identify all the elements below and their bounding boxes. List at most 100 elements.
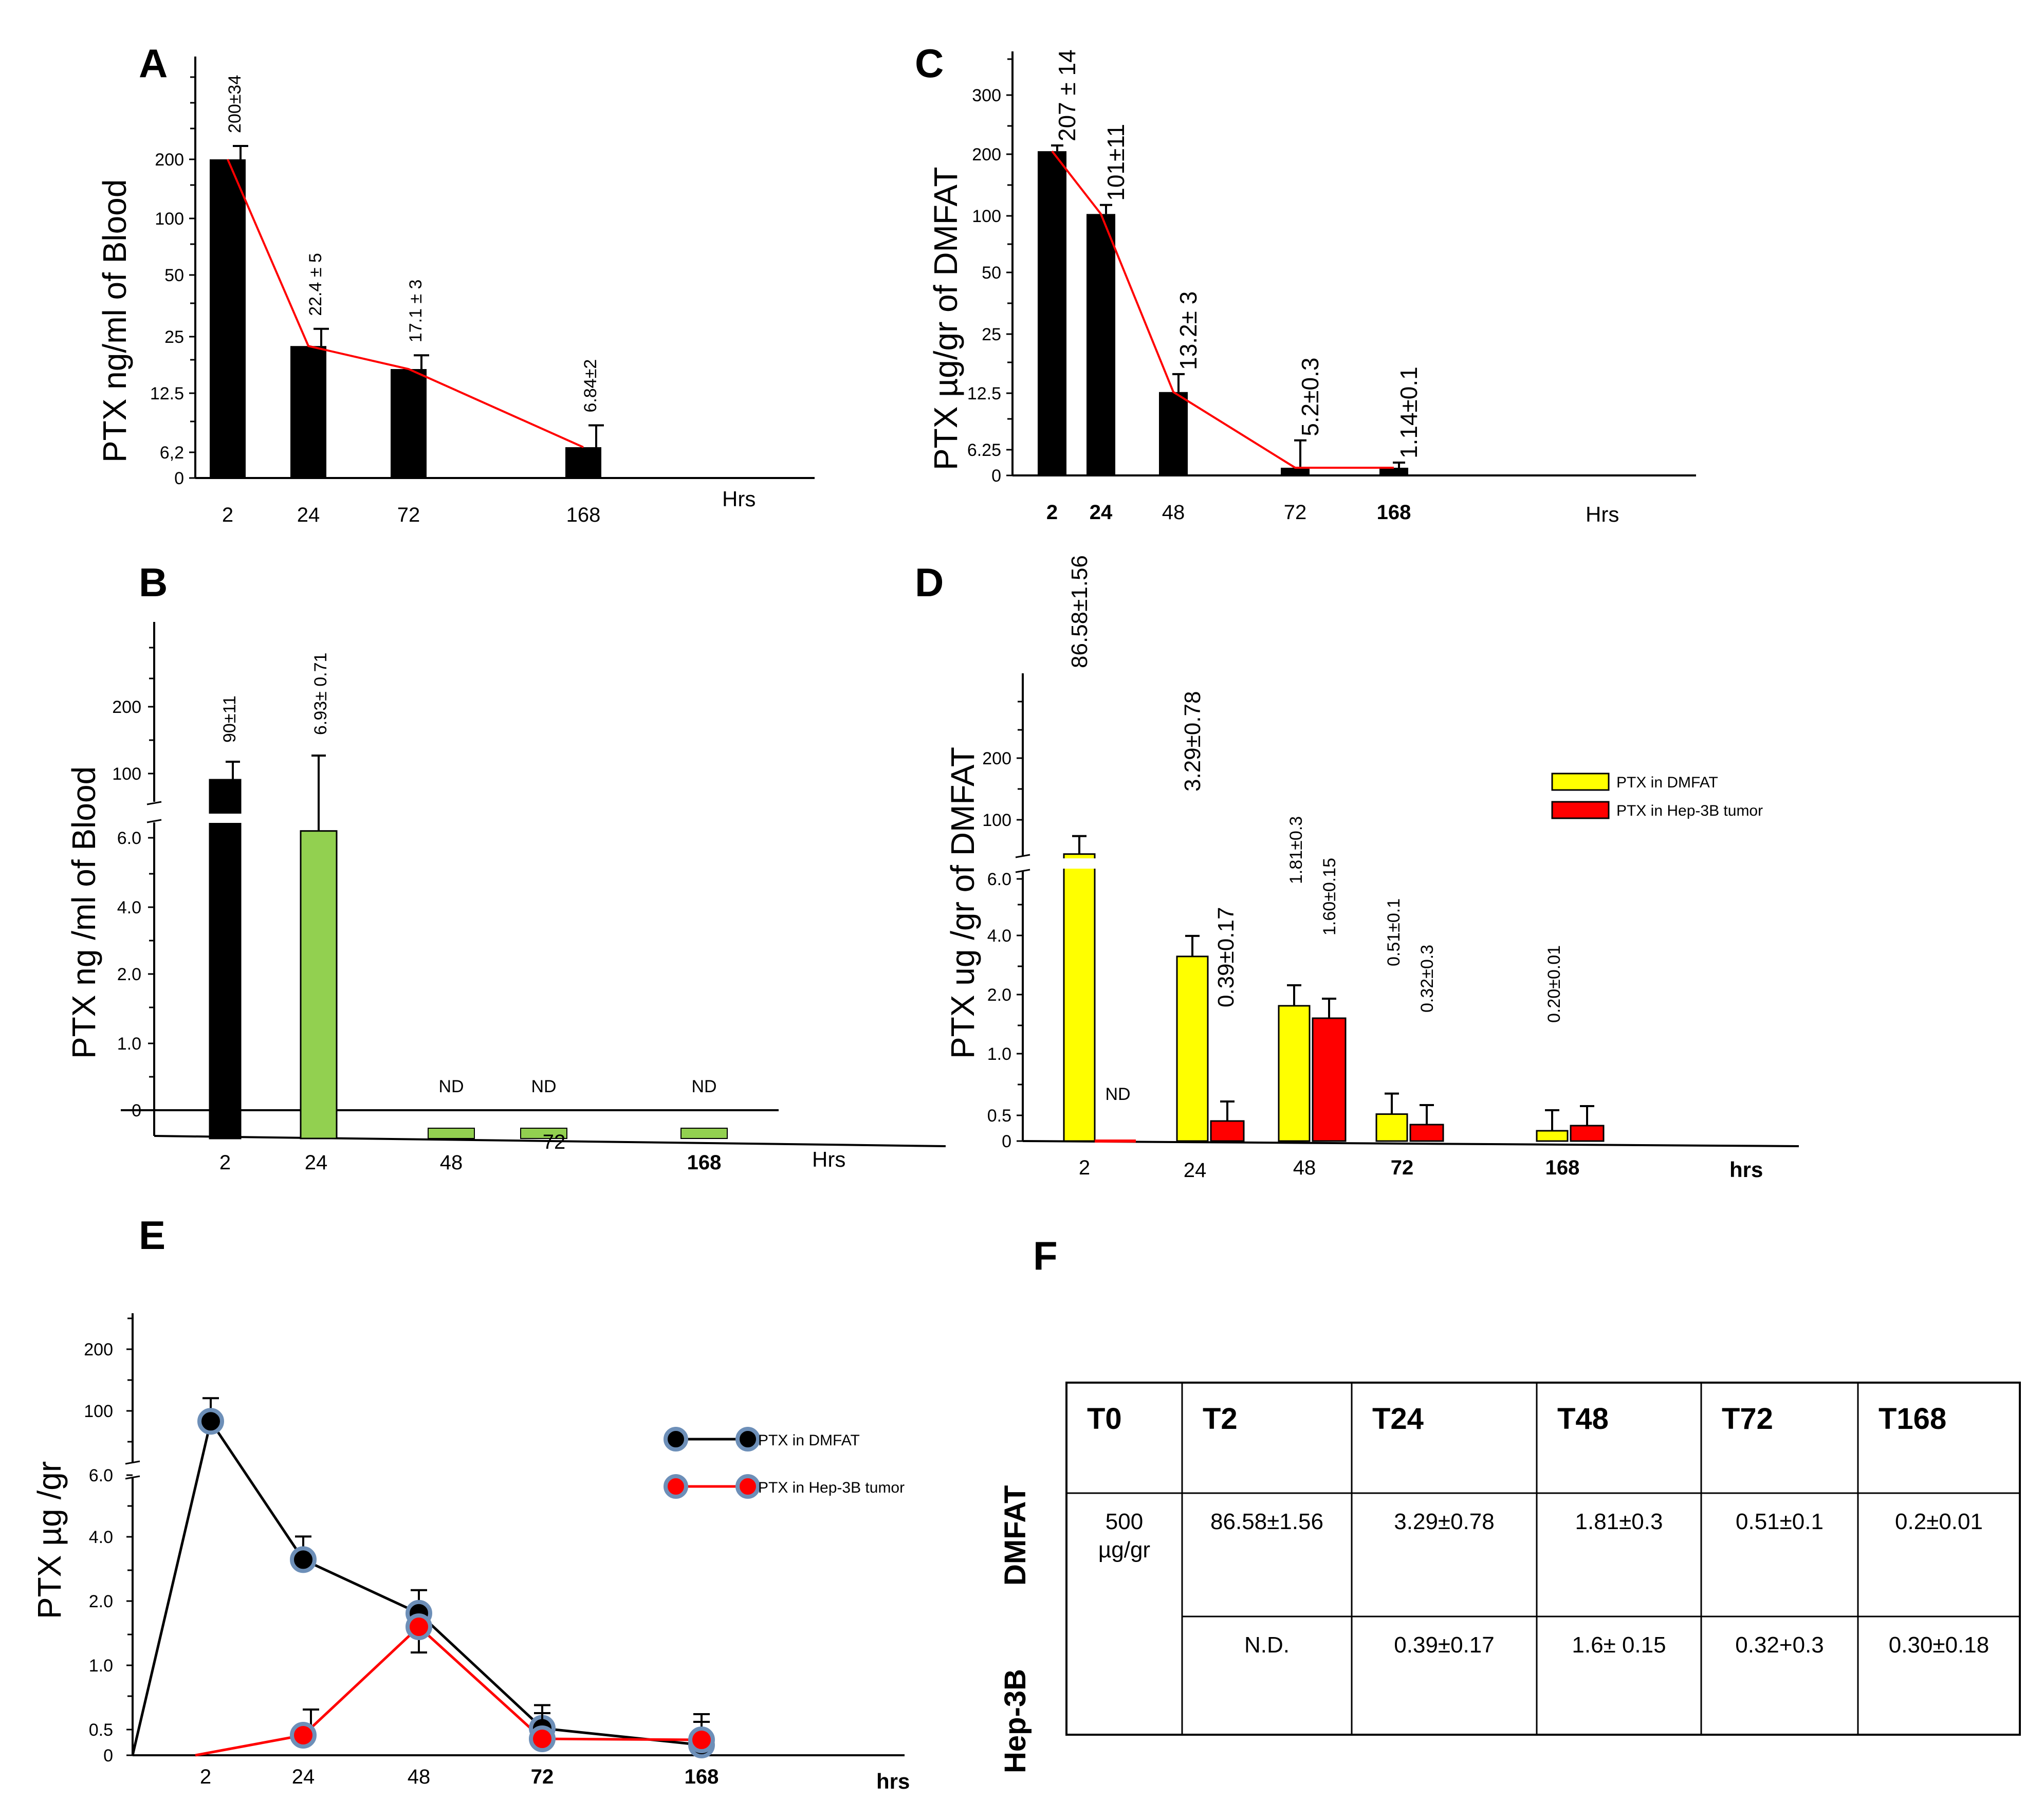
panel-e-xtick-168: 168 xyxy=(685,1766,719,1788)
panel-c-ytick-label: 50 xyxy=(982,263,1001,283)
panel-e-point-dmfat-2 xyxy=(197,1408,224,1435)
panel-d-legend-swatch-hep3b xyxy=(1551,801,1610,819)
panel-e-ytick-label: 6.0 xyxy=(89,1466,113,1485)
panel-d-data-label-dmfat-24: 3.29±0.78 xyxy=(1180,691,1205,792)
panel-f-header-T24: T24 xyxy=(1372,1402,1424,1436)
panel-a-letter: A xyxy=(139,41,168,86)
panel-e-ytick-label: 1.0 xyxy=(89,1656,113,1676)
panel-b-nd-label-48: ND xyxy=(438,1077,464,1096)
panel-b-bar-168 xyxy=(680,1128,728,1139)
panel-e-point-dmfat-24 xyxy=(290,1546,317,1573)
panel-c-trend-line xyxy=(1051,150,1394,469)
panel-f-row-label-dmfat: DMFAT xyxy=(999,1485,1032,1586)
panel-b-nd-label-168: ND xyxy=(691,1077,716,1096)
panel-d-data-label-dmfat-2: 86.58±1.56 xyxy=(1067,555,1092,668)
panel-f-header-T48: T48 xyxy=(1557,1402,1609,1436)
panel-f-t0-value: 500 xyxy=(1106,1509,1143,1534)
panel-b-bar-48 xyxy=(428,1128,475,1139)
panel-a-ytick-label: 200 xyxy=(155,150,184,170)
panel-f-header-T168: T168 xyxy=(1879,1402,1946,1436)
panel-d-axis-break-mark xyxy=(1015,854,1030,858)
panel-e-legend-marker-hep3b xyxy=(735,1474,760,1499)
panel-a-bar-24 xyxy=(290,346,326,478)
panel-c-bar-168 xyxy=(1379,468,1408,475)
panel-b-bar-24 xyxy=(300,830,338,1140)
panel-b-letter: B xyxy=(139,560,168,605)
panel-b-data-label-2: 90±11 xyxy=(220,695,240,743)
panel-d-xtick-72: 72 xyxy=(1391,1156,1414,1179)
panel-c-bar-48 xyxy=(1159,392,1188,475)
panel-e-point-hep3b-24 xyxy=(290,1722,317,1749)
panel-d-bar-dmfat-72 xyxy=(1375,1113,1408,1142)
panel-d-axis-break-mark xyxy=(1015,869,1030,873)
panel-d-ytick-label: 100 xyxy=(982,811,1011,830)
panel-d-xlabel: hrs xyxy=(1729,1157,1763,1182)
panel-e-point-hep3b-168 xyxy=(688,1726,715,1753)
panel-c-data-label-72: 5.2±0.3 xyxy=(1297,358,1323,436)
panel-f-cell-dmfat-T2: 86.58±1.56 xyxy=(1210,1509,1323,1534)
panel-f-cell-hep-3b-T72: 0.32+0.3 xyxy=(1735,1632,1824,1658)
panel-d-legend-label-dmfat: PTX in DMFAT xyxy=(1616,774,1718,791)
panel-a-xtick-168: 168 xyxy=(566,504,601,526)
panel-c-xtick-24: 24 xyxy=(1090,501,1113,524)
panel-f-header-T0: T0 xyxy=(1087,1402,1122,1436)
panel-c-ytick-label: 0 xyxy=(991,466,1001,486)
panel-b-ytick-label: 100 xyxy=(112,764,141,784)
panel-b-ytick-label: 200 xyxy=(112,697,141,717)
panel-d-legend-swatch-dmfat xyxy=(1551,773,1610,791)
panel-a-data-label-24: 22.4 ± 5 xyxy=(306,253,325,316)
panel-b-bar-72 xyxy=(520,1128,567,1139)
panel-e-legend-label-hep3b: PTX in Hep-3B tumor xyxy=(758,1479,905,1496)
panel-d-legend-label-hep3b: PTX in Hep-3B tumor xyxy=(1616,802,1763,819)
panel-e-ytick-label: 100 xyxy=(84,1402,113,1421)
panel-c-xtick-48: 48 xyxy=(1162,501,1185,524)
panel-c-bar-72 xyxy=(1281,468,1310,475)
panel-d-ytick-label: 200 xyxy=(982,749,1011,768)
panel-c-data-label-48: 13.2± 3 xyxy=(1175,291,1202,370)
panel-f-cell-dmfat-T72: 0.51±0.1 xyxy=(1736,1509,1824,1534)
panel-f-row-label-hep3b: Hep-3B xyxy=(999,1669,1032,1773)
panel-d-bar-dmfat-2 xyxy=(1063,853,1096,1142)
panel-e-legend-label-dmfat: PTX in DMFAT xyxy=(758,1432,860,1449)
panel-a-xtick-72: 72 xyxy=(397,504,420,526)
panel-c-xtick-72: 72 xyxy=(1284,501,1307,524)
panel-e-ytick-label: 4.0 xyxy=(89,1528,113,1547)
panel-a-data-label-2: 200±34 xyxy=(225,75,245,133)
panel-c-ylabel: PTX µg/gr of DMFAT xyxy=(927,167,964,470)
panel-c-ytick-label: 6.25 xyxy=(967,440,1001,460)
panel-e-xtick-24: 24 xyxy=(292,1766,315,1788)
panel-d-bar-hep3b-48 xyxy=(1312,1017,1347,1142)
panel-e-legend-marker-dmfat xyxy=(664,1427,688,1451)
panel-c-xlabel: Hrs xyxy=(1586,502,1619,526)
panel-f-cell-dmfat-T24: 3.29±0.78 xyxy=(1394,1509,1494,1534)
panel-d-ytick-label: 0 xyxy=(1002,1132,1011,1151)
panel-b-ytick-label: 1.0 xyxy=(117,1034,141,1054)
panel-e-letter: E xyxy=(139,1212,165,1258)
panel-e-xtick-2: 2 xyxy=(200,1766,211,1788)
panel-d-data-label-dmfat-168: 0.20±0.01 xyxy=(1544,945,1564,1023)
panel-f-letter: F xyxy=(1033,1233,1058,1278)
panel-d-nd-label-2: ND xyxy=(1105,1085,1130,1104)
panel-f-cell-dmfat-T168: 0.2±0.01 xyxy=(1895,1509,1983,1534)
panel-f-t0-unit: µg/gr xyxy=(1098,1537,1150,1563)
panel-c-xtick-2: 2 xyxy=(1046,501,1058,524)
panel-e-ylabel: PTX µg /gr xyxy=(31,1461,68,1619)
panel-b-ytick-label: 6.0 xyxy=(117,829,141,848)
panel-b-xtick-168: 168 xyxy=(687,1151,722,1174)
panel-d-bar-break-gap xyxy=(1063,858,1096,869)
panel-d-bar-dmfat-24 xyxy=(1176,956,1209,1142)
panel-b-ytick-label: 4.0 xyxy=(117,898,141,917)
panel-d-ytick-label: 2.0 xyxy=(987,985,1011,1005)
panel-c-ytick-label: 100 xyxy=(972,207,1001,226)
panel-b-xtick-2: 2 xyxy=(219,1151,231,1174)
panel-c-ytick-label: 12.5 xyxy=(967,384,1001,403)
panel-c-data-label-2: 207 ± 14 xyxy=(1054,49,1080,141)
panel-e-xlabel: hrs xyxy=(876,1769,910,1793)
panel-b-xlabel: Hrs xyxy=(812,1147,845,1171)
panel-f-table-border xyxy=(1065,1382,2021,1736)
panel-a-ytick-label: 50 xyxy=(164,266,184,285)
panel-a-ytick-label: 0 xyxy=(174,469,184,488)
panel-a-trend-line xyxy=(227,159,584,448)
panel-a-xtick-24: 24 xyxy=(297,504,320,526)
panel-e-legend-marker-hep3b xyxy=(664,1474,688,1499)
